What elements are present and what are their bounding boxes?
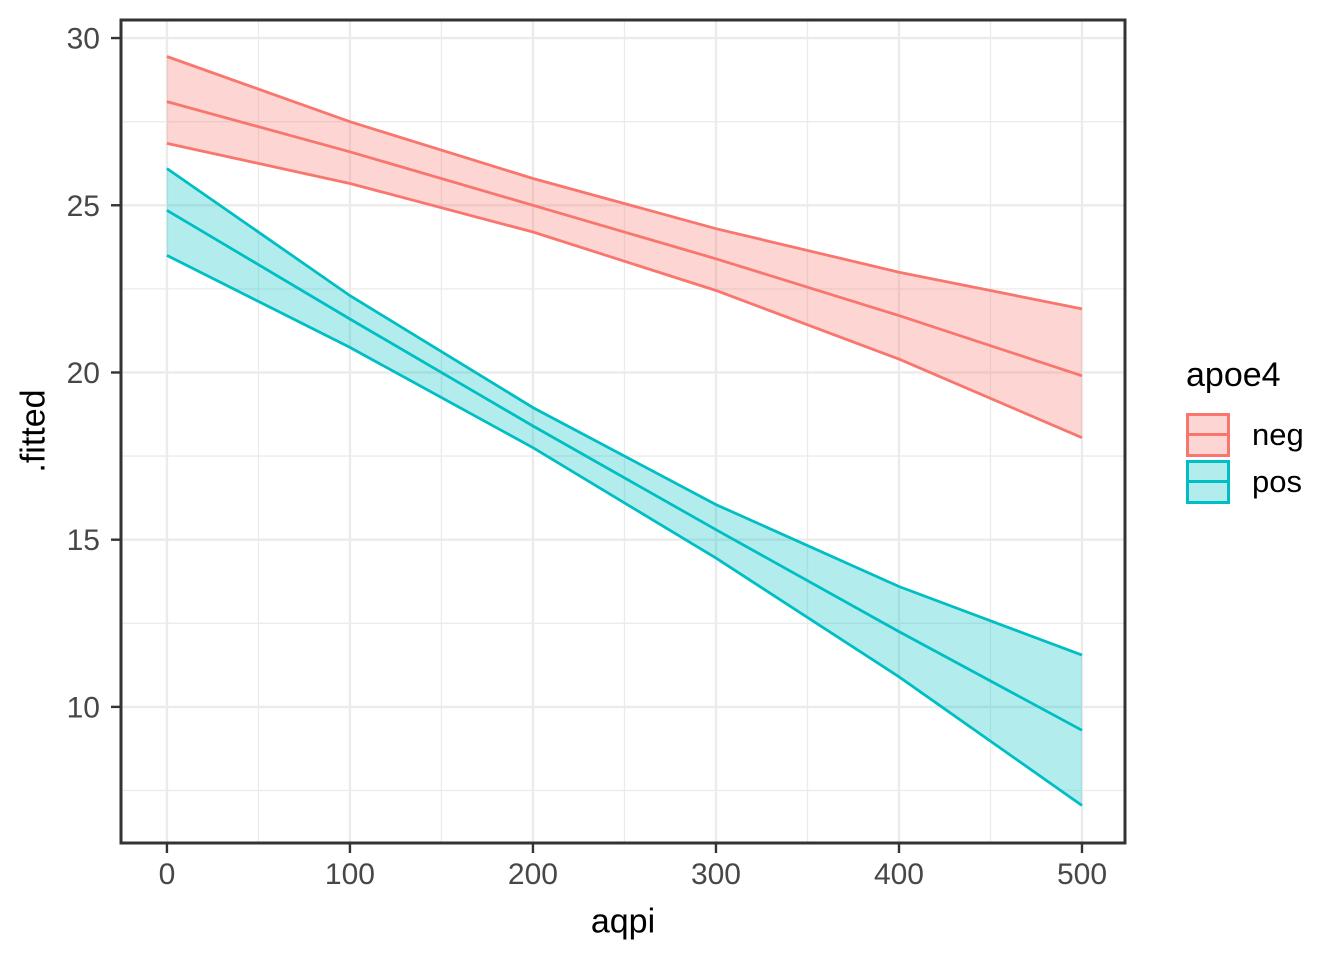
svg-text:30: 30 (67, 23, 100, 56)
svg-text:15: 15 (67, 524, 100, 557)
svg-text:500: 500 (1057, 858, 1107, 891)
legend-entry-neg-label: neg (1252, 416, 1304, 452)
legend-key-pos-swatch (1186, 459, 1230, 504)
svg-text:25: 25 (67, 190, 100, 223)
svg-text:10: 10 (67, 691, 100, 724)
svg-text:20: 20 (67, 357, 100, 390)
svg-text:400: 400 (874, 858, 924, 891)
legend: apoe4 neg pos (1186, 356, 1304, 505)
y-axis-title: .fitted (14, 389, 53, 473)
svg-text:100: 100 (325, 858, 375, 891)
legend-entry-pos-label: pos (1252, 463, 1302, 499)
legend-title: apoe4 (1186, 356, 1281, 394)
legend-key-pos-line (1189, 480, 1227, 483)
x-axis-title: aqpi (590, 902, 656, 941)
legend-entry-pos: pos (1186, 458, 1304, 505)
legend-key-neg-swatch (1186, 412, 1230, 457)
legend-key-neg-line (1189, 433, 1227, 436)
legend-entry-neg: neg (1186, 411, 1304, 458)
svg-text:200: 200 (508, 858, 558, 891)
svg-text:0: 0 (159, 858, 176, 891)
svg-text:300: 300 (691, 858, 741, 891)
